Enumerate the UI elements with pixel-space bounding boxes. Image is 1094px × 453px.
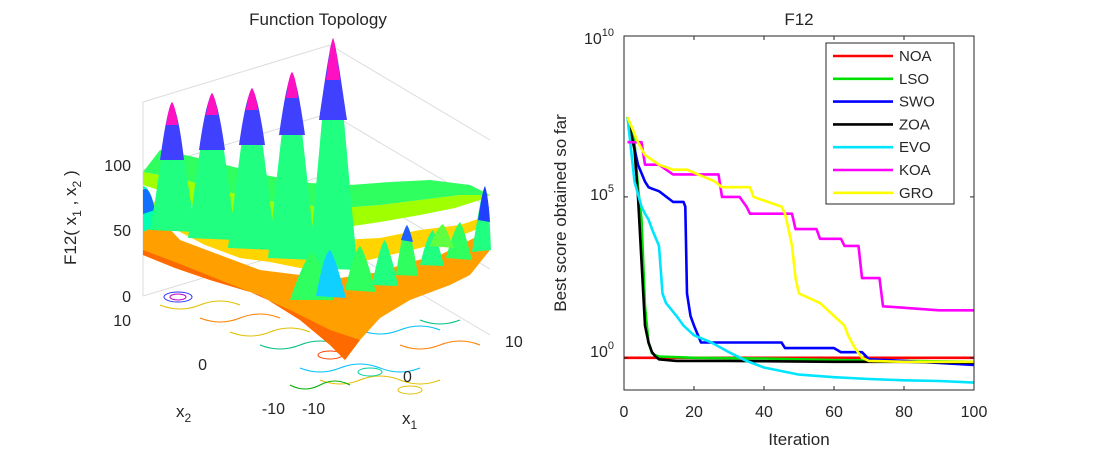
x-tick-label: 10 [505, 334, 523, 351]
legend-label-zoa: ZOA [899, 116, 930, 133]
axes-frame [623, 35, 975, 391]
series-layer [624, 116, 974, 384]
z-tick-label: 100 [104, 158, 131, 175]
y-tick-label: 0 [198, 357, 207, 374]
z-tick-label: 50 [113, 223, 131, 240]
legend-label-evo: EVO [899, 139, 931, 156]
series-line-zoa [626, 116, 974, 365]
convergence-plot: F12 0 20 40 60 80 100 100 105 1010 Itera… [551, 10, 987, 449]
surface-y-axis-label: x2 [176, 402, 192, 425]
x-tick-labels: 0 20 40 60 80 100 [620, 404, 988, 421]
convergence-y-axis-label: Best score obtained so far [551, 114, 570, 312]
surface-plot: Function Topology [61, 10, 523, 432]
surface-peaks [143, 38, 491, 300]
y-tick-label: 105 [590, 183, 614, 204]
y-tick-label: 1010 [584, 27, 614, 48]
floor-contours [159, 291, 481, 395]
z-tick-label: 0 [122, 289, 131, 306]
y-tick-label: -10 [262, 401, 285, 418]
convergence-x-axis-label: Iteration [768, 430, 829, 449]
series-line-evo [626, 117, 974, 384]
legend-label-gro: GRO [899, 185, 933, 202]
x-tick-label: 0 [620, 404, 629, 421]
x-tick-label: 100 [961, 404, 988, 421]
y-tick-label: 100 [590, 340, 614, 361]
series-line-gro [626, 116, 974, 364]
series-line-koa [627, 140, 974, 312]
legend-label-swo: SWO [899, 94, 935, 111]
y-tick-label: 10 [113, 313, 131, 330]
legend: NOA LSO SWO ZOA EVO KOA GRO [825, 42, 955, 205]
y-tick-labels: 100 105 1010 [584, 27, 614, 361]
surface-tick-labels: 0 50 100 10 0 -10 -10 0 10 [104, 158, 523, 418]
legend-label-noa: NOA [899, 48, 932, 65]
legend-label-koa: KOA [899, 162, 931, 179]
legend-label-lso: LSO [899, 71, 929, 88]
x-tick-label: 80 [895, 404, 913, 421]
surface-x-axis-label: x1 [402, 409, 418, 432]
x-tick-label: 20 [685, 404, 703, 421]
x-tick-label: 0 [403, 369, 412, 386]
legend-items: NOA LSO SWO ZOA EVO KOA GRO [833, 48, 935, 202]
convergence-title: F12 [784, 10, 813, 29]
series-line-swo [626, 116, 974, 367]
surface-title: Function Topology [249, 10, 387, 29]
x-tick-label: 40 [755, 404, 773, 421]
x-tick-label: -10 [302, 401, 325, 418]
tick-marks [623, 35, 975, 390]
x-tick-label: 60 [825, 404, 843, 421]
surface-z-axis-label: F12( x1 , x2 ) [61, 170, 84, 265]
